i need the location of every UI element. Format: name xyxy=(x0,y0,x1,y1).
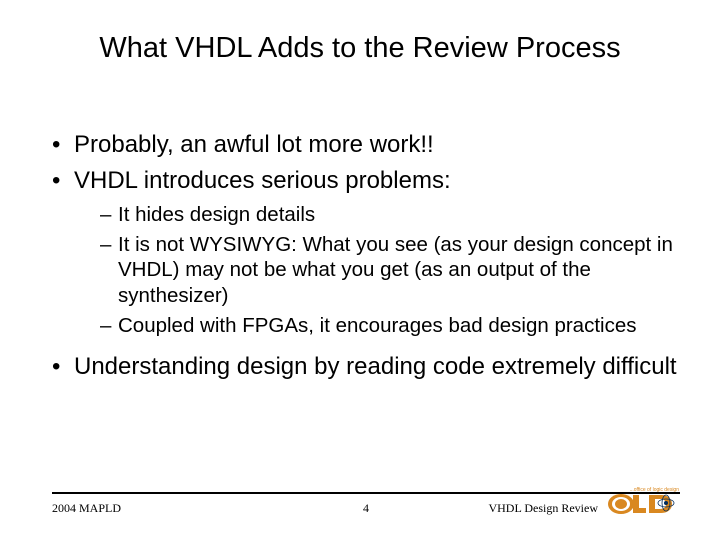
bullet-3: Understanding design by reading code ext… xyxy=(52,352,680,382)
slide-title: What VHDL Adds to the Review Process xyxy=(0,32,720,65)
old-logo-icon: ...office of logic design xyxy=(606,485,680,520)
footer-right: VHDL Design Review xyxy=(488,501,598,516)
sub-bullet-group: It hides design details It is not WYSIWY… xyxy=(100,202,680,338)
logo-tagline: ...office of logic design xyxy=(630,487,680,493)
footer-page: 4 xyxy=(363,501,369,516)
slide-body: Probably, an awful lot more work!! VHDL … xyxy=(52,130,680,388)
sub-bullet-2: It is not WYSIWYG: What you see (as your… xyxy=(100,232,680,309)
sub-bullet-3: Coupled with FPGAs, it encourages bad de… xyxy=(100,313,680,339)
slide-footer: 2004 MAPLD 4 VHDL Design Review ...offic… xyxy=(52,494,680,516)
footer-left: 2004 MAPLD xyxy=(52,501,121,516)
bullet-2: VHDL introduces serious problems: xyxy=(52,166,680,196)
slide: What VHDL Adds to the Review Process Pro… xyxy=(0,0,720,540)
sub-bullet-1: It hides design details xyxy=(100,202,680,228)
bullet-1: Probably, an awful lot more work!! xyxy=(52,130,680,160)
